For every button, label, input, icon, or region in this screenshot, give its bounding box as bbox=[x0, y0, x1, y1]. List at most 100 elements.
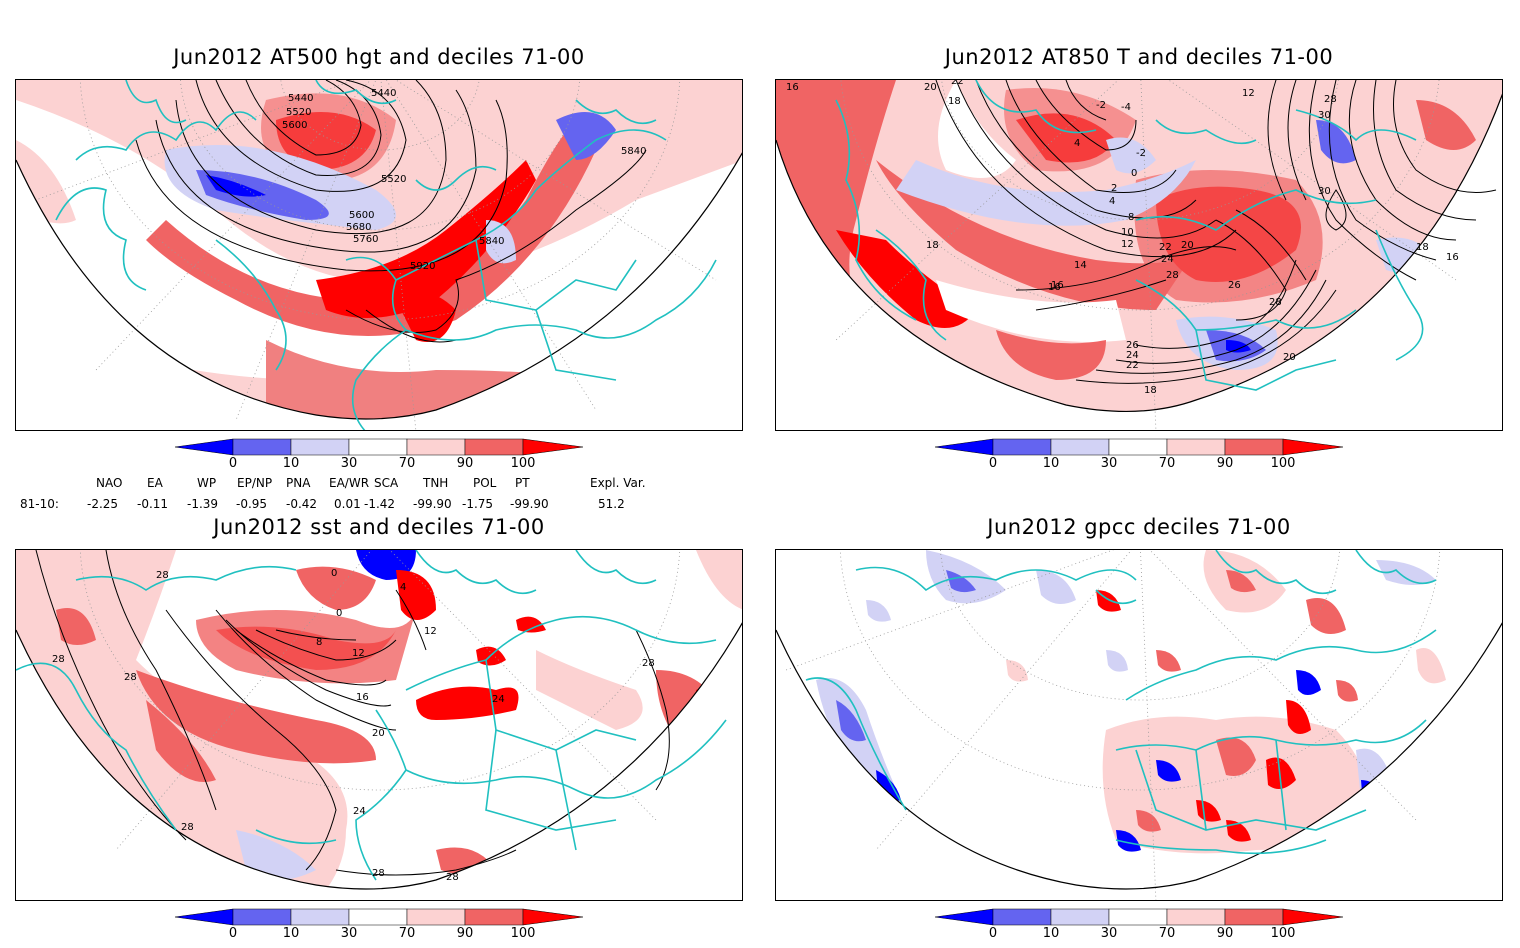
contour-label: -2 bbox=[1136, 148, 1146, 159]
contour-label: 4 bbox=[1109, 196, 1115, 207]
contour-label: 18 bbox=[1144, 385, 1157, 396]
colorbar-tick: 10 bbox=[1042, 926, 1060, 941]
index-row-label: 81-10: bbox=[20, 497, 59, 511]
contour-label: 24 bbox=[1126, 350, 1139, 361]
contour-label: 28 bbox=[52, 654, 65, 665]
contour-label: 30 bbox=[1318, 110, 1331, 121]
colorbar-tick: 70 bbox=[1158, 926, 1176, 941]
map-sst-svg: 28 28 28 0 8 12 16 20 24 28 28 28 24 12 … bbox=[16, 550, 742, 890]
contour-label: 22 bbox=[1159, 242, 1172, 253]
contour-label: 22 bbox=[1126, 360, 1139, 371]
index-name: SCA bbox=[374, 476, 399, 490]
contour-label: 5520 bbox=[286, 107, 311, 118]
contour-label: 5840 bbox=[621, 146, 646, 157]
index-name: POL bbox=[473, 476, 497, 490]
contour-label: 28 bbox=[124, 672, 137, 683]
contour-label: 4 bbox=[1074, 138, 1080, 149]
contour-label: 20 bbox=[1283, 352, 1296, 363]
colorbar-swatches bbox=[175, 908, 584, 926]
index-name: NAO bbox=[96, 476, 123, 490]
contour-label: 12 bbox=[1121, 239, 1134, 250]
map-panel-at500: 5440 5520 5600 5440 5840 5520 5600 5680 … bbox=[15, 79, 743, 431]
contour-label: 0 bbox=[1131, 168, 1137, 179]
contour-label: 8 bbox=[316, 637, 322, 648]
map-panel-at850: 16 20 22 18 -2 -4 12 4 -2 0 2 4 8 10 12 … bbox=[775, 79, 1503, 431]
index-name: PNA bbox=[286, 476, 311, 490]
colorbar-tick: 30 bbox=[340, 456, 358, 471]
contour-label: 0 bbox=[331, 568, 337, 579]
index-name: EA bbox=[147, 476, 163, 490]
contour-label: 5840 bbox=[479, 236, 504, 247]
colorbar-top-left: 0 10 30 70 90 100 bbox=[175, 438, 595, 478]
contour-label: 18 bbox=[948, 96, 961, 107]
contour-labels-at500: 5440 5520 5600 5440 5840 5520 5600 5680 … bbox=[282, 88, 646, 272]
panel-title-at850: Jun2012 AT850 T and deciles 71-00 bbox=[944, 45, 1334, 69]
contour-label: 26 bbox=[1126, 340, 1139, 351]
index-value: -1.75 bbox=[462, 497, 494, 511]
contour-label: 10 bbox=[1121, 227, 1134, 238]
contour-label: 28 bbox=[156, 570, 169, 581]
contour-label: 12 bbox=[424, 626, 437, 637]
colorbar-tick: 10 bbox=[282, 926, 300, 941]
map-at850-svg: 16 20 22 18 -2 -4 12 4 -2 0 2 4 8 10 12 … bbox=[776, 80, 1502, 430]
contour-labels-sst: 28 28 28 0 8 12 16 20 24 28 28 28 24 12 … bbox=[52, 568, 655, 883]
colorbar-tick: 100 bbox=[510, 926, 536, 941]
colorbar-tick: 0 bbox=[988, 926, 998, 941]
index-name: WP bbox=[197, 476, 217, 490]
panel-title-sst: Jun2012 sst and deciles 71-00 bbox=[213, 515, 545, 539]
contour-label: 28 bbox=[1324, 94, 1337, 105]
colorbar-tick: 30 bbox=[340, 926, 358, 941]
contour-label: 5440 bbox=[371, 88, 396, 99]
index-value: -1.42 bbox=[364, 497, 396, 511]
contour-label: 28 bbox=[181, 822, 194, 833]
colorbar-tick: 30 bbox=[1100, 926, 1118, 941]
teleconnection-indices: NAO EA WP EP/NP PNA EA/WR SCA TNH POL PT… bbox=[0, 476, 760, 512]
panel-title-gpcc: Jun2012 gpcc deciles 71-00 bbox=[987, 515, 1291, 539]
index-name: TNH bbox=[423, 476, 449, 490]
colorbar-tick: 90 bbox=[456, 926, 474, 941]
contour-label: 24 bbox=[353, 806, 366, 817]
contour-label: 20 bbox=[372, 728, 385, 739]
contour-label: 5520 bbox=[381, 174, 406, 185]
colorbar-tick: 90 bbox=[1216, 456, 1234, 471]
index-value: -2.25 bbox=[87, 497, 119, 511]
contour-label: 28 bbox=[642, 658, 655, 669]
colorbar-tick: 100 bbox=[510, 456, 536, 471]
colorbar-tick: 0 bbox=[228, 456, 238, 471]
index-value: -1.39 bbox=[187, 497, 219, 511]
index-value: -99.90 bbox=[510, 497, 549, 511]
contour-label: 4 bbox=[400, 582, 406, 593]
contour-label: 12 bbox=[1242, 88, 1255, 99]
contour-label: 5760 bbox=[353, 234, 378, 245]
contour-label: 20 bbox=[924, 82, 937, 93]
contour-label: 12 bbox=[352, 648, 365, 659]
colorbar-swatches bbox=[175, 438, 584, 456]
contour-label: 22 bbox=[951, 80, 964, 87]
contour-label: 16 bbox=[1048, 282, 1061, 293]
colorbar-tick: 70 bbox=[1158, 456, 1176, 471]
contour-label: 14 bbox=[1074, 260, 1087, 271]
map-gpcc-svg bbox=[776, 550, 1502, 900]
contour-label: 20 bbox=[1181, 240, 1194, 251]
index-name: Expl. Var. bbox=[590, 476, 646, 490]
colorbar-bottom-right: 0 10 30 70 90 100 bbox=[935, 908, 1355, 948]
contour-label: 18 bbox=[1416, 242, 1429, 253]
contour-label: 28 bbox=[1166, 270, 1179, 281]
index-value: -0.42 bbox=[286, 497, 318, 511]
contour-label: 5440 bbox=[288, 93, 313, 104]
colorbar-tick: 30 bbox=[1100, 456, 1118, 471]
index-value: 51.2 bbox=[598, 497, 625, 511]
colorbar-tick: 0 bbox=[228, 926, 238, 941]
colorbar-swatches bbox=[935, 908, 1344, 926]
index-name: EP/NP bbox=[237, 476, 273, 490]
colorbar-swatches bbox=[935, 438, 1344, 456]
index-value: -0.95 bbox=[236, 497, 268, 511]
contour-label: 8 bbox=[1128, 212, 1134, 223]
contour-labels-at850: 16 20 22 18 -2 -4 12 4 -2 0 2 4 8 10 12 … bbox=[786, 80, 1459, 396]
colorbar-bottom-left: 0 10 30 70 90 100 bbox=[175, 908, 595, 948]
contour-label: 2 bbox=[1111, 183, 1117, 194]
contour-label: 24 bbox=[1161, 254, 1174, 265]
colorbar-tick: 100 bbox=[1270, 456, 1296, 471]
contour-label: 5680 bbox=[346, 222, 371, 233]
contour-label: 26 bbox=[1228, 280, 1241, 291]
